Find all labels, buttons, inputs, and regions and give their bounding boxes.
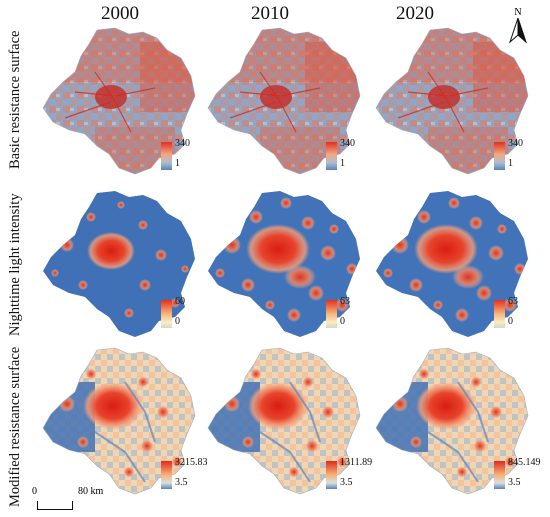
year-header-2000: 2000: [101, 3, 139, 24]
north-label: N: [514, 7, 521, 18]
legend-light-2020: 63 0: [494, 296, 550, 328]
legend-light-2000: 60 0: [161, 296, 236, 328]
legend-color-ramp: [494, 461, 505, 489]
legend-min-value: 3.5: [508, 477, 521, 488]
scale-start-label: 0: [32, 486, 37, 497]
legend-max-value: 1311.89: [340, 457, 373, 468]
row-label-modified-resistance: Modified resistance surface: [7, 346, 23, 508]
year-header-2010: 2010: [251, 3, 289, 24]
legend-color-ramp: [494, 142, 505, 170]
scale-bar-line: [37, 501, 73, 510]
legend-max-value: 340: [508, 138, 523, 149]
legend-modified-2010: 1311.89 3.5: [326, 457, 401, 489]
legend-color-ramp: [326, 300, 337, 328]
legend-color-ramp: [161, 461, 172, 489]
legend-color-ramp: [161, 142, 172, 170]
legend-color-ramp: [494, 300, 505, 328]
legend-min-value: 1: [175, 158, 180, 169]
legend-min-value: 3.5: [340, 477, 353, 488]
legend-min-value: 1: [340, 158, 345, 169]
legend-max-value: 340: [175, 138, 190, 149]
legend-color-ramp: [326, 142, 337, 170]
legend-max-value: 63: [340, 296, 350, 307]
legend-color-ramp: [326, 461, 337, 489]
legend-basic-2000: 340 1: [161, 138, 236, 170]
scale-bar: 0 80 km: [30, 486, 130, 516]
legend-min-value: 0: [340, 316, 345, 327]
legend-max-value: 845.149: [508, 457, 541, 468]
legend-light-2010: 63 0: [326, 296, 401, 328]
row-label-nighttime-light: Nighttime light intensity: [7, 193, 23, 337]
legend-modified-2000: 3215.83 3.5: [161, 457, 236, 489]
row-label-basic-resistance: Basic resistance surface: [7, 30, 23, 170]
legend-min-value: 1: [508, 158, 513, 169]
legend-max-value: 60: [175, 296, 185, 307]
legend-color-ramp: [161, 300, 172, 328]
legend-max-value: 3215.83: [175, 457, 208, 468]
legend-max-value: 63: [508, 296, 518, 307]
legend-basic-2020: 340 1: [494, 138, 550, 170]
scale-end-label: 80 km: [78, 486, 104, 497]
legend-basic-2010: 340 1: [326, 138, 401, 170]
legend-min-value: 0: [508, 316, 513, 327]
north-arrow-icon: N: [505, 4, 531, 46]
legend-modified-2020: 845.149 3.5: [494, 457, 550, 489]
year-header-2020: 2020: [396, 3, 434, 24]
legend-min-value: 0: [175, 316, 180, 327]
legend-min-value: 3.5: [175, 477, 188, 488]
legend-max-value: 340: [340, 138, 355, 149]
